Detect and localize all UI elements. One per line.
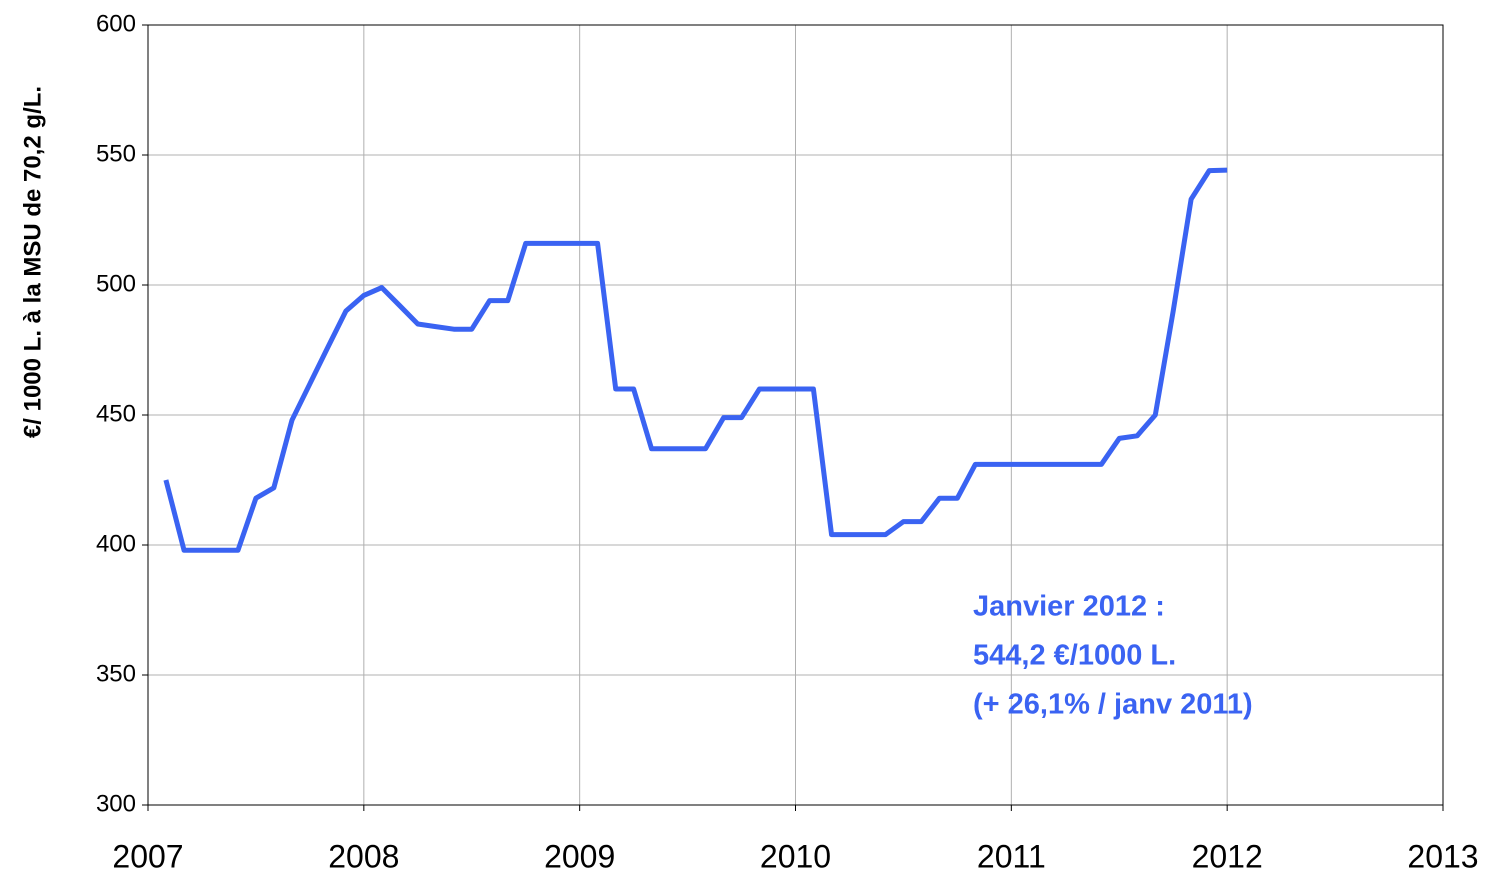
y-tick-label: 500: [96, 270, 136, 297]
line-series: [163, 167, 1228, 553]
x-tick-label: 2008: [328, 838, 399, 874]
y-axis-label: €/ 1000 L. à la MSU de 70,2 g/L.: [19, 86, 46, 438]
plot-frame: [147, 24, 1444, 806]
annotation: 544,2 €/1000 L.: [973, 640, 1176, 672]
x-tick-label: 2012: [1192, 838, 1263, 874]
x-tick-label: 2013: [1407, 838, 1478, 874]
y-tick-label: 400: [96, 530, 136, 557]
y-tick-label: 350: [96, 660, 136, 687]
x-tick-label: 2011: [977, 838, 1046, 874]
y-tick-label: 300: [96, 790, 136, 817]
annotation: (+ 26,1% / janv 2011): [973, 689, 1253, 721]
y-tick-label: 450: [96, 400, 136, 427]
annotation: Janvier 2012 :: [973, 591, 1165, 623]
y-tick-label: 600: [96, 10, 136, 37]
x-tick-label: 2009: [544, 838, 615, 874]
x-tick-label: 2010: [760, 838, 831, 874]
y-tick-label: 550: [96, 140, 136, 167]
x-tick-label: 2007: [112, 838, 183, 874]
